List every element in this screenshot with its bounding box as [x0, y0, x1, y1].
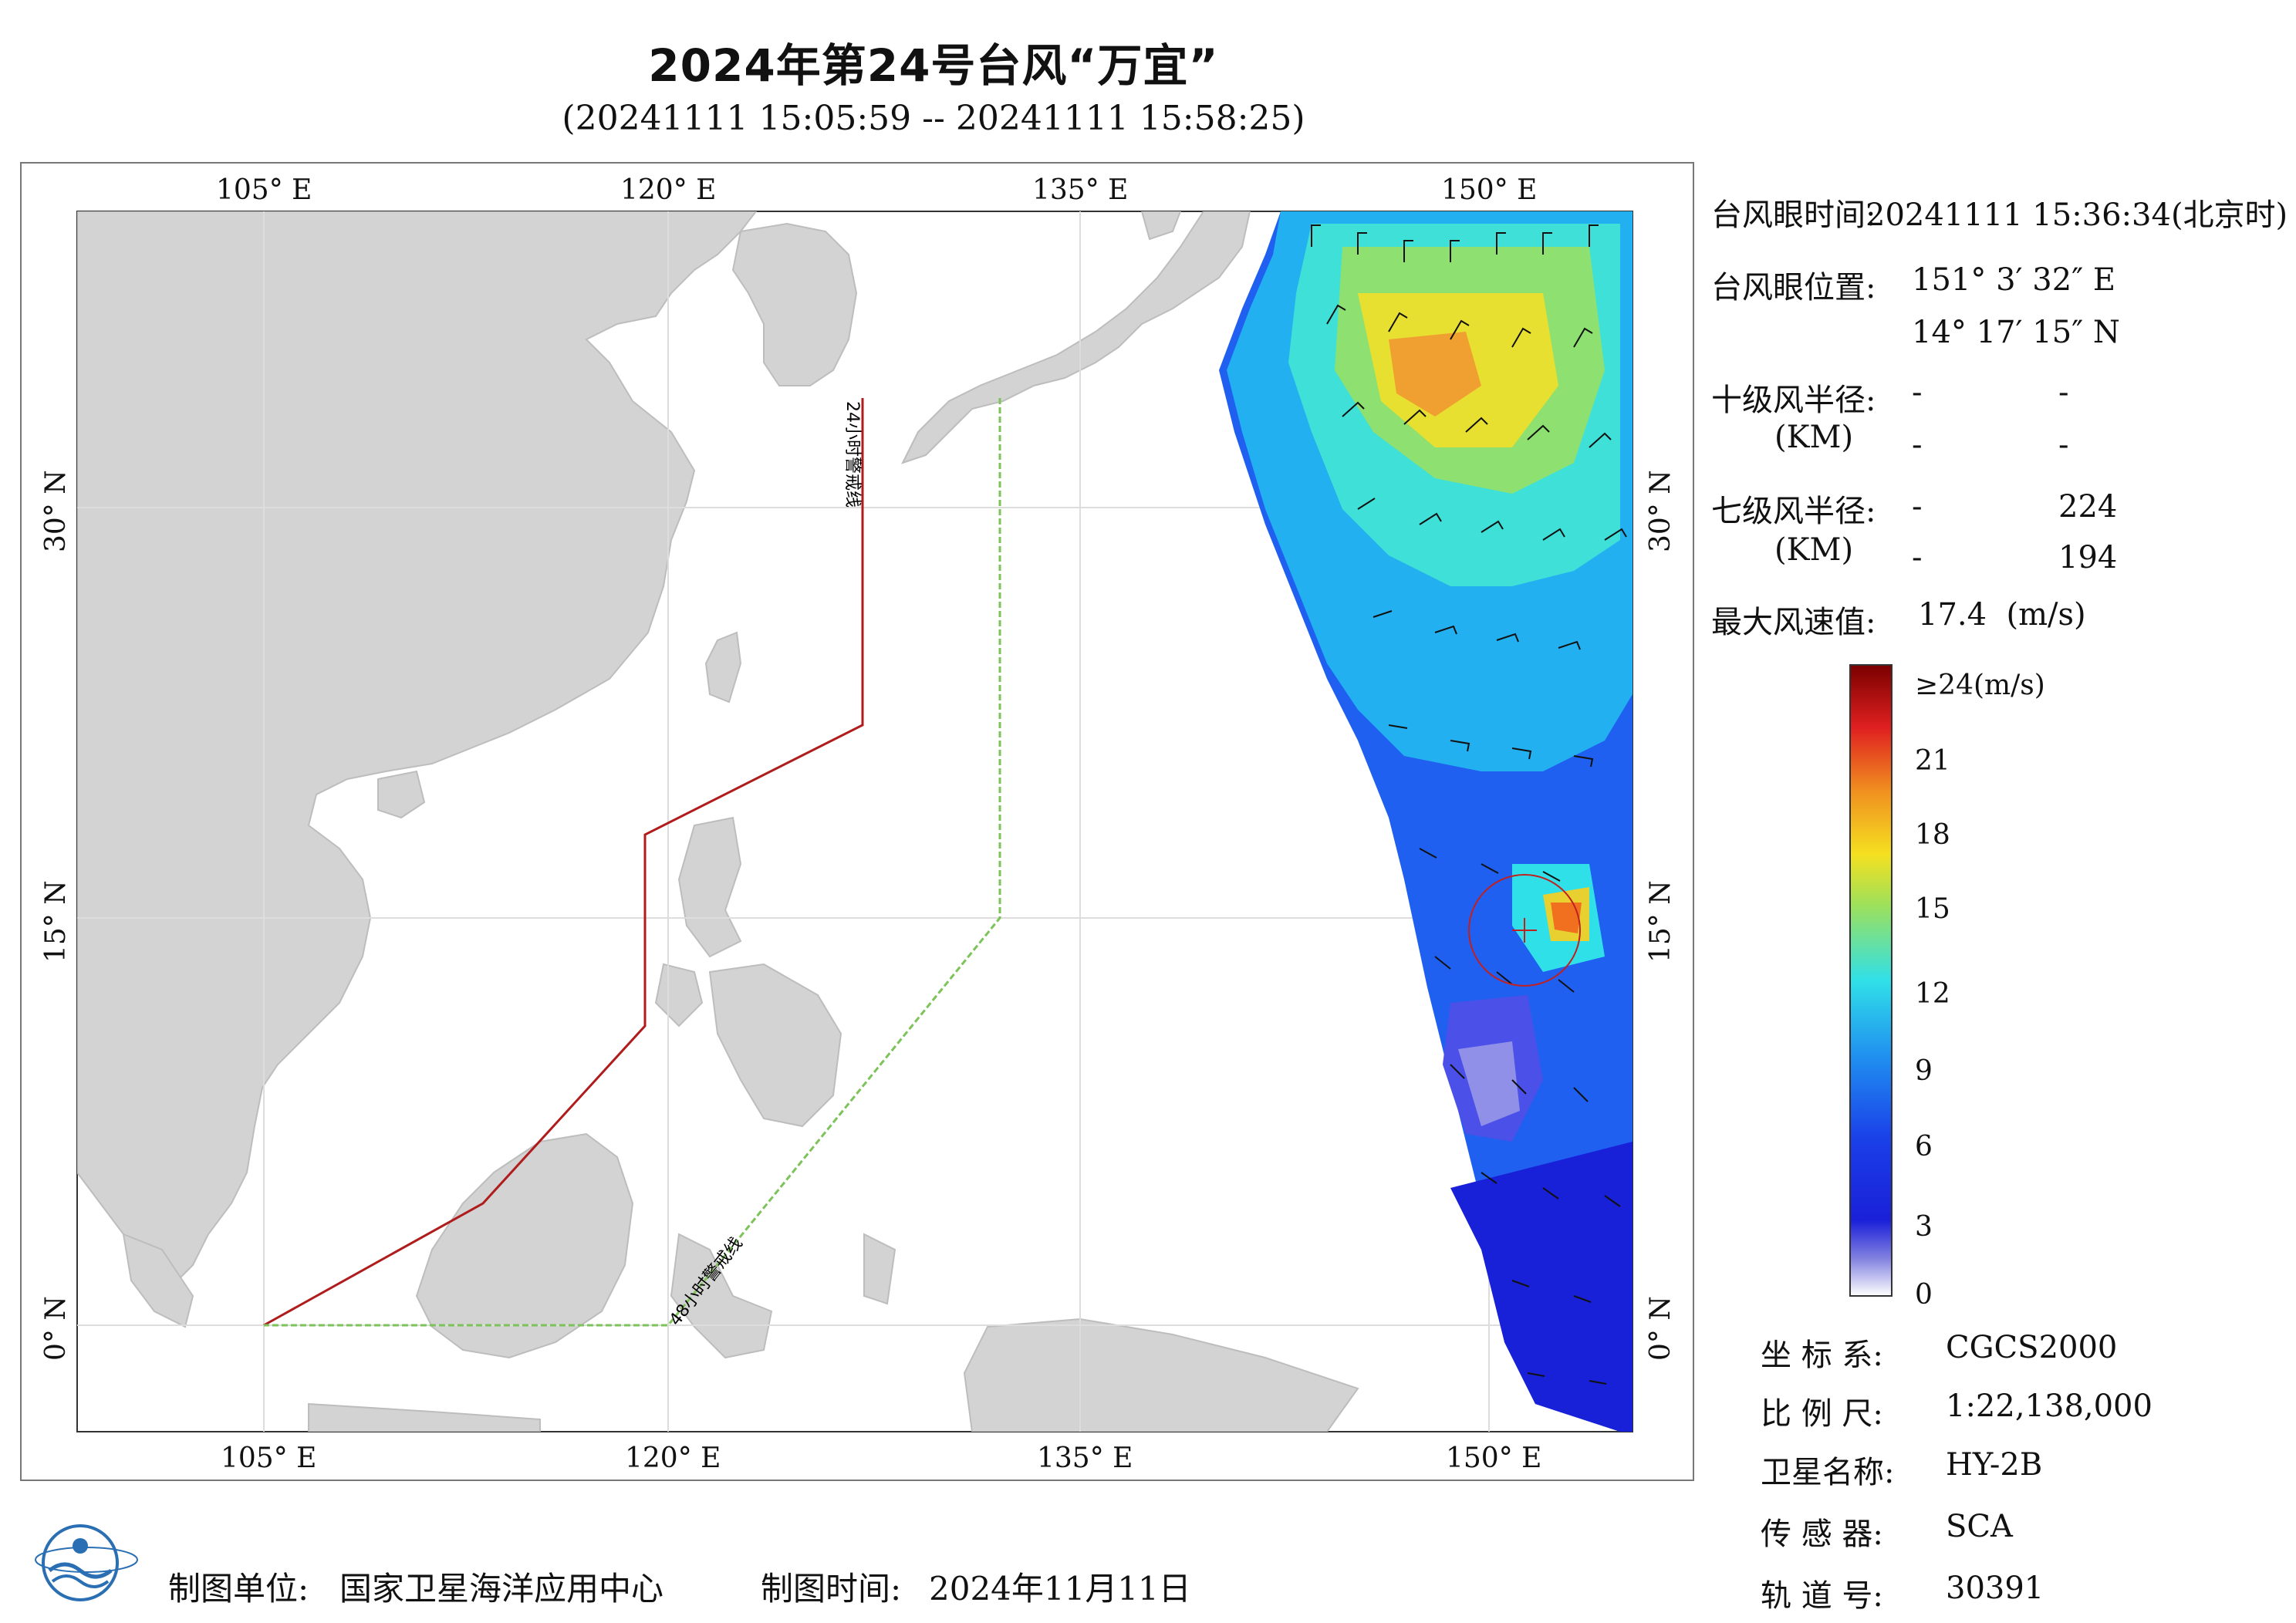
lon-tick-bottom-105: 105° E — [221, 1442, 317, 1474]
r7-label: 七级风半径: — [1711, 494, 1876, 529]
luzon — [677, 816, 742, 958]
r10-unit: (KM) — [1774, 420, 1854, 455]
colorbar-label-12: 12 — [1915, 978, 1950, 1010]
taiwan — [704, 631, 742, 704]
colorbar-label-6: 6 — [1915, 1131, 1933, 1162]
warning-line-48h — [264, 398, 1001, 1327]
eye-pos-lat: 14° 17′ 15″ N — [1912, 315, 2120, 350]
map-frame — [20, 162, 1694, 1481]
date-label: 制图时间: — [761, 1570, 902, 1608]
lon-tick-bottom-120: 120° E — [625, 1442, 721, 1474]
r7-unit: (KM) — [1774, 532, 1854, 568]
r7-value-4: 194 — [2058, 540, 2118, 575]
eye-pos-lon: 151° 3′ 32″ E — [1912, 262, 2116, 298]
lat-tick-left-15: 15° N — [40, 880, 72, 963]
typhoon-eye-marker — [1468, 874, 1581, 987]
r10-value-2: - — [2058, 375, 2069, 410]
sensor-label: 传 感 器: — [1761, 1517, 1883, 1552]
lat-tick-right-15: 15° N — [1645, 880, 1676, 963]
lat-tick-right-30: 30° N — [1645, 470, 1676, 552]
hokkaido — [1140, 211, 1182, 241]
lon-tick-top-135: 135° E — [1032, 174, 1129, 206]
lon-tick-top-150: 150° E — [1441, 174, 1538, 206]
date-value: 2024年11月11日 — [929, 1570, 1191, 1608]
max-wind-label: 最大风速值: — [1711, 605, 1876, 640]
r7-value-3: - — [1912, 540, 1923, 575]
borneo — [415, 1132, 634, 1359]
japan-islands — [901, 211, 1251, 464]
r7-value-2: 224 — [2058, 489, 2118, 525]
satellite-label: 卫星名称: — [1761, 1455, 1895, 1490]
r10-value-3: - — [1912, 427, 1923, 463]
crs-label: 坐 标 系: — [1761, 1338, 1883, 1373]
colorbar-label-15: 15 — [1915, 893, 1950, 925]
max-wind-value: 17.4 (m/s) — [1918, 597, 2086, 633]
r10-value-4: - — [2058, 427, 2069, 463]
time-range-subtitle: (20241111 15:05:59 -- 20241111 15:58:25) — [562, 99, 1305, 138]
scale-value: 1:22,138,000 — [1946, 1388, 2152, 1424]
colorbar-label-3: 3 — [1915, 1211, 1933, 1243]
colorbar-label-18: 18 — [1915, 819, 1950, 851]
r7-value-1: - — [1912, 489, 1923, 525]
r10-label: 十级风半径: — [1711, 383, 1876, 418]
map-title: 2024年第24号台风“万宜” — [648, 39, 1219, 92]
orbit-value: 30391 — [1946, 1571, 2044, 1606]
nsoas-logo-icon — [35, 1524, 138, 1601]
java — [308, 1402, 541, 1432]
lon-tick-top-120: 120° E — [620, 174, 717, 206]
new-guinea — [963, 1318, 1359, 1432]
mindanao — [708, 963, 842, 1128]
lat-tick-right-0: 0° N — [1645, 1296, 1676, 1361]
colorbar-label-9: 9 — [1915, 1055, 1933, 1087]
scale-label: 比 例 尺: — [1761, 1396, 1883, 1432]
eye-time-label: 台风眼时间: — [1711, 197, 1876, 233]
halmahera — [863, 1233, 896, 1305]
crs-value: CGCS2000 — [1946, 1330, 2118, 1365]
sensor-value: SCA — [1946, 1509, 2013, 1544]
asia-mainland — [77, 211, 758, 1282]
colorbar-label-0: 0 — [1915, 1279, 1933, 1311]
org-label: 制图单位: — [168, 1570, 309, 1608]
korea-peninsula — [731, 222, 858, 386]
org-value: 国家卫星海洋应用中心 — [339, 1570, 664, 1608]
lon-tick-bottom-135: 135° E — [1037, 1442, 1133, 1474]
land-masses — [77, 211, 1359, 1432]
lon-tick-top-105: 105° E — [216, 174, 312, 206]
orbit-label: 轨 道 号: — [1761, 1578, 1883, 1614]
colorbar-label-24: ≥24(m/s) — [1915, 670, 2045, 701]
lon-tick-bottom-150: 150° E — [1446, 1442, 1542, 1474]
eye-time-value: 20241111 15:36:34(北京时) — [1866, 197, 2288, 233]
colorbar — [1849, 664, 1893, 1297]
satellite-value: HY-2B — [1946, 1447, 2043, 1483]
wind-swath — [1219, 211, 1633, 1432]
warning-24h-label: 24小时警戒线 — [842, 401, 862, 508]
wind-barbs — [1311, 224, 1627, 1385]
colorbar-label-21: 21 — [1915, 745, 1950, 777]
lat-tick-left-30: 30° N — [40, 470, 72, 552]
hainan — [377, 770, 426, 819]
r10-value-1: - — [1912, 375, 1923, 410]
lat-tick-left-0: 0° N — [40, 1296, 72, 1361]
malay-peninsula — [122, 1233, 194, 1328]
warning-line-24h — [263, 398, 864, 1327]
eye-pos-label: 台风眼位置: — [1711, 270, 1876, 305]
